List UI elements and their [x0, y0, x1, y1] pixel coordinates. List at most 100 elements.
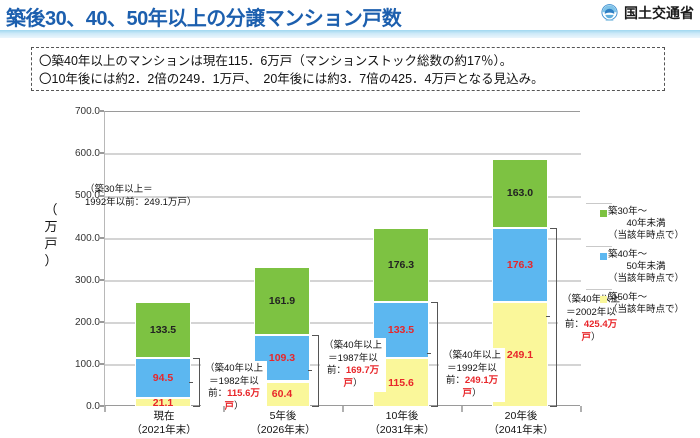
- bar-value-green-10yr: 176.3: [387, 258, 415, 271]
- x-axis-label-20yr-main: 20年後: [504, 410, 538, 422]
- chart-legend: 築30年～ 40年未満 （当該年時点で） 築40年～ 50年未満 （当該年時点で…: [586, 203, 698, 323]
- y-axis-title: （ 万 戸 ）: [42, 201, 60, 269]
- bar-segment-blue-current[interactable]: 94.5: [135, 358, 191, 399]
- legend-label-30to40-line3: （当該年時点で）: [607, 230, 684, 241]
- y-tick-700: 700.0: [74, 106, 100, 117]
- x-axis-sep-1: [223, 406, 225, 412]
- ministry-name: 国土交通省: [624, 5, 694, 21]
- annotation-40yr-current-line2: ＝1982年以: [209, 375, 259, 387]
- annotation-40yr-20yr-value: 425.4万戸: [581, 319, 618, 343]
- annotation-30yr-current-line1: （築30年以上＝: [85, 184, 153, 195]
- x-axis-label-current: 現在 （2021年末）: [104, 409, 224, 437]
- bar-segment-green-current[interactable]: 133.5: [135, 302, 191, 359]
- annotation-40yr-10yr-value: 249.1万戸: [462, 375, 499, 399]
- gridline-300: [105, 280, 581, 282]
- legend-item-30to40[interactable]: 築30年～ 40年未満 （当該年時点で）: [586, 203, 698, 242]
- bar-value-green-20yr: 163.0: [506, 187, 534, 200]
- annotation-40yr-10yr-prefix: 前：: [445, 375, 465, 386]
- y-tick-0: 0.0: [86, 401, 100, 412]
- legend-label-40to50: 築40年～ 50年未満 （当該年時点で）: [586, 249, 698, 285]
- y-tick-300: 300.0: [74, 275, 100, 286]
- bar-value-yellow-20yr: 249.1: [506, 348, 534, 361]
- bar-value-blue-20yr: 176.3: [506, 258, 534, 271]
- y-tick-mark-600: [99, 152, 104, 154]
- annotation-40yr-10yr-line3: 前：249.1万戸）: [441, 375, 503, 400]
- slide-header: 築後30、40、50年以上の分譲マンション戸数 国土交通省: [0, 0, 700, 38]
- legend-item-50plus[interactable]: 築50年～ （当該年時点で）: [586, 289, 698, 316]
- bar-value-yellow-10yr: 115.6: [388, 376, 414, 389]
- bar-value-green-5yr: 161.9: [268, 295, 296, 308]
- x-axis-label-5yr: 5年後 （2026年末）: [223, 409, 343, 437]
- bar-column-current[interactable]: 133.5 94.5 21.1: [135, 112, 191, 409]
- legend-label-40to50-line3: （当該年時点で）: [607, 273, 684, 284]
- bracket-tick-40yr-20yr: [546, 316, 550, 318]
- bar-value-yellow-5yr: 60.4: [271, 388, 293, 401]
- annotation-40yr-20yr-prefix: 前：: [564, 319, 584, 330]
- plot-area: 133.5 94.5 21.1 161.9 109.3 60.4 176: [85, 111, 624, 415]
- annotation-40yr-10yr-line1: （築40年以上: [442, 350, 502, 361]
- annotation-40yr-current-prefix: 前：: [208, 388, 228, 399]
- annotation-40yr-5yr-prefix: 前：: [326, 365, 346, 376]
- annotation-40yr-20yr-line2: ＝2002年以: [566, 306, 616, 318]
- annotation-40yr-20yr-line3: 前：425.4万戸）: [560, 319, 622, 344]
- bar-value-blue-current: 94.5: [152, 372, 174, 385]
- bar-value-blue-10yr: 133.5: [387, 324, 415, 337]
- x-axis-sep-2: [342, 406, 344, 412]
- annotation-30yr-current: （築30年以上＝ 1992年以前：249.1万戸）: [83, 182, 203, 211]
- bar-column-10yr[interactable]: 176.3 133.5 115.6: [373, 112, 429, 407]
- annotation-40yr-current-suffix: ）: [234, 400, 244, 412]
- legend-rule-40to50: [586, 246, 612, 247]
- legend-label-50plus-line1: 築50年～: [608, 292, 648, 303]
- bar-value-green-current: 133.5: [149, 324, 177, 337]
- bar-segment-blue-20yr[interactable]: 176.3: [492, 227, 548, 302]
- bracket-tick-40yr-10yr: [427, 353, 431, 355]
- bar-segment-green-5yr[interactable]: 161.9: [254, 267, 310, 336]
- y-axis-title-ko: 戸: [44, 236, 58, 251]
- y-tick-mark-0: [99, 405, 104, 407]
- legend-label-50plus: 築50年～ （当該年時点で）: [586, 292, 698, 316]
- header-accent-band: [0, 30, 700, 38]
- legend-label-50plus-line2: （当該年時点で）: [607, 304, 684, 315]
- y-axis-title-close: ）: [44, 253, 58, 268]
- legend-swatch-yellow-icon: [600, 296, 607, 303]
- x-axis-label-10yr-main: 10年後: [385, 410, 419, 422]
- legend-label-30to40-line2: 40年未満: [626, 218, 666, 229]
- summary-callout-box: 〇築40年以上のマンションは現在115．6万戸（マンションストック総数の約17％…: [31, 47, 665, 91]
- annotation-40yr-5yr-value: 169.7万戸: [343, 365, 380, 389]
- ministry-logo: 国土交通省: [600, 3, 694, 23]
- legend-item-40to50[interactable]: 築40年～ 50年未満 （当該年時点で）: [586, 246, 698, 285]
- annotation-40yr-20yr: （築40年以上 ＝2002年以 前：425.4万戸）: [558, 292, 624, 346]
- y-tick-mark-400: [99, 237, 104, 239]
- bar-segment-yellow-current[interactable]: 21.1: [135, 397, 191, 409]
- gridline-500: [105, 196, 581, 198]
- y-tick-200: 200.0: [74, 317, 100, 328]
- legend-label-30to40: 築30年～ 40年未満 （当該年時点で）: [586, 206, 698, 242]
- annotation-40yr-current-value: 115.6万戸: [224, 388, 260, 412]
- bracket-tick-40yr-5yr: [308, 370, 312, 372]
- bracket-40yr-current: [193, 358, 200, 407]
- legend-label-40to50-line1: 築40年～: [608, 249, 648, 260]
- annotation-40yr-5yr-line3: 前：169.7万戸）: [322, 365, 384, 390]
- annotation-40yr-10yr-line2: ＝1992年以: [447, 362, 497, 374]
- x-axis-label-10yr: 10年後 （2031年末）: [342, 409, 462, 437]
- page-title: 築後30、40、50年以上の分譲マンション戸数: [6, 8, 402, 30]
- bar-segment-green-20yr[interactable]: 163.0: [492, 159, 548, 228]
- y-tick-mark-100: [99, 363, 104, 365]
- y-tick-mark-300: [99, 279, 104, 281]
- bar-segment-green-10yr[interactable]: 176.3: [373, 227, 429, 302]
- legend-label-40to50-line2: 50年未満: [626, 261, 666, 272]
- y-tick-mark-500: [99, 195, 104, 197]
- y-tick-600: 600.0: [74, 148, 100, 159]
- x-axis-label-current-main: 現在: [153, 410, 175, 422]
- y-axis-title-open: （: [44, 202, 58, 217]
- annotation-40yr-current-line3: 前：115.6万戸）: [203, 388, 265, 413]
- x-axis-label-5yr-sub: （2026年末）: [250, 424, 316, 436]
- annotation-40yr-5yr-line2: ＝1987年以: [328, 352, 378, 364]
- y-tick-100: 100.0: [74, 359, 100, 370]
- annotation-40yr-20yr-line1: （築40年以上: [561, 294, 621, 305]
- x-axis-label-current-sub: （2021年末）: [131, 424, 197, 436]
- legend-swatch-blue-icon: [600, 253, 607, 260]
- annotation-40yr-5yr-suffix: ）: [353, 377, 363, 389]
- y-tick-mark-200: [99, 321, 104, 323]
- callout-line-2: 〇10年後には約2．2倍の249．1万戸、 20年後には約3．7倍の425．4万…: [39, 72, 544, 86]
